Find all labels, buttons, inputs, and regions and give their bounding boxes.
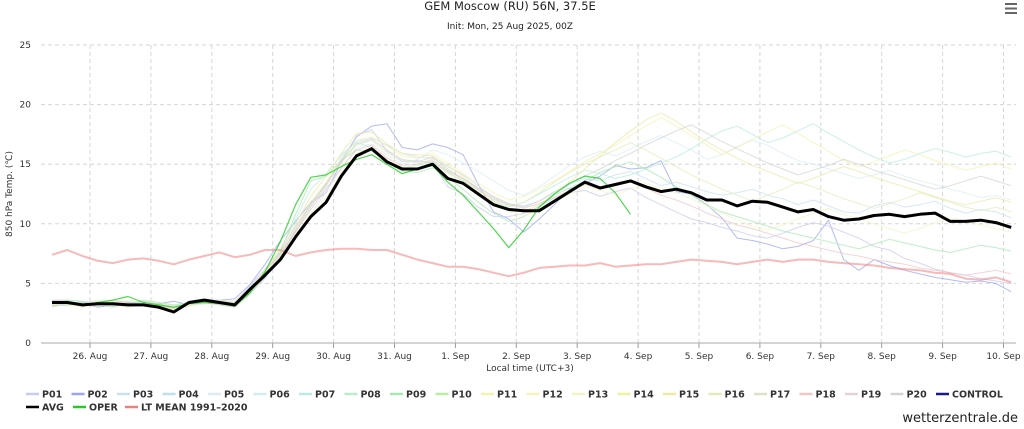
x-tick-label: 2. Sep — [502, 352, 531, 362]
legend-item[interactable]: P02 — [71, 390, 108, 401]
legend-item[interactable]: P01 — [26, 390, 62, 401]
x-tick-label: 1. Sep — [441, 352, 470, 362]
legend-label: P03 — [133, 390, 153, 401]
legend-item[interactable]: P11 — [481, 390, 517, 401]
legend-label: P15 — [679, 390, 699, 401]
legend-label: P06 — [270, 390, 291, 401]
legend-label: AVG — [42, 403, 64, 414]
legend-label: CONTROL — [952, 390, 1003, 401]
legend-item[interactable]: P04 — [162, 390, 200, 401]
x-tick-label: 26. Aug — [73, 352, 108, 362]
legend-label: P16 — [725, 390, 746, 401]
legend-item[interactable]: P19 — [845, 390, 881, 401]
legend-item[interactable]: P12 — [526, 390, 563, 401]
legend-item[interactable]: CONTROL — [936, 390, 1003, 401]
legend-item[interactable]: P09 — [390, 390, 426, 401]
x-tick-label: 27. Aug — [134, 352, 169, 362]
legend-label: P01 — [42, 390, 62, 401]
legend-label: P02 — [88, 390, 108, 401]
chart-title: GEM Moscow (RU) 56N, 37.5E — [424, 0, 596, 13]
legend-label: P05 — [224, 390, 244, 401]
legend-label: LT MEAN 1991–2020 — [141, 403, 248, 414]
legend-label: P19 — [861, 390, 881, 401]
legend-item[interactable]: LT MEAN 1991–2020 — [125, 403, 248, 414]
y-tick-label: 15 — [20, 160, 31, 170]
series-line-oper — [51, 154, 631, 308]
grid-lines — [41, 44, 1016, 343]
series-line-p18 — [51, 144, 1012, 309]
x-tick-label: 4. Sep — [624, 352, 653, 362]
y-tick-label: 20 — [20, 101, 32, 111]
series-line-p02 — [51, 123, 1012, 308]
legend-item[interactable]: OPER — [73, 403, 119, 414]
series-line-p03 — [51, 137, 1012, 308]
x-tick-label: 3. Sep — [563, 352, 592, 362]
credit-text: wetterzentrale.de — [902, 411, 1018, 426]
x-tick-label: 6. Sep — [746, 352, 775, 362]
legend-item[interactable]: P15 — [663, 390, 699, 401]
legend-item[interactable]: P08 — [344, 390, 382, 401]
x-tick-label: 10. Sep — [986, 352, 1020, 362]
x-tick-label: 7. Sep — [807, 352, 836, 362]
series-line-lt-mean-1991-2020 — [51, 247, 1012, 284]
legend-label: P20 — [907, 390, 928, 401]
legend-label: P07 — [315, 390, 335, 401]
x-tick-label: 28. Aug — [194, 352, 229, 362]
legend-item[interactable]: P10 — [435, 390, 473, 401]
x-tick-label: 30. Aug — [316, 352, 351, 362]
x-tick-label: 31. Aug — [377, 352, 412, 362]
series-lines — [51, 112, 1012, 314]
y-tick-label: 0 — [25, 339, 31, 349]
legend-item[interactable]: P14 — [617, 390, 655, 401]
legend-label: P12 — [543, 390, 563, 401]
legend: P01 P02 P03 P04 P05 P06 P07 P08 P09 P10 P11 P12 P13 P… — [26, 390, 1003, 414]
legend-label: P17 — [770, 390, 790, 401]
legend-label: P11 — [497, 390, 517, 401]
x-axis-ticks: 26. Aug 27. Aug 28. Aug 29. Aug 30. Aug 31. A… — [73, 343, 1021, 362]
legend-item[interactable]: P18 — [799, 390, 837, 401]
chart-subtitle: Init: Mon, 25 Aug 2025, 00Z — [447, 22, 573, 32]
legend-label: P14 — [634, 390, 655, 401]
legend-label: OPER — [89, 403, 119, 414]
legend-item[interactable]: P07 — [299, 390, 335, 401]
legend-label: P08 — [361, 390, 382, 401]
legend-item[interactable]: P16 — [708, 390, 746, 401]
legend-item[interactable]: P20 — [890, 390, 928, 401]
y-tick-label: 5 — [25, 279, 31, 289]
x-tick-label: 8. Sep — [867, 352, 896, 362]
legend-item[interactable]: P05 — [208, 390, 244, 401]
series-line-avg — [52, 147, 1012, 314]
y-tick-label: 25 — [20, 41, 31, 51]
legend-label: P18 — [816, 390, 837, 401]
x-tick-label: 29. Aug — [255, 352, 290, 362]
y-axis-ticks: 0 5 10 15 20 25 — [20, 41, 32, 349]
legend-label: P10 — [452, 390, 473, 401]
series-line-p13 — [51, 145, 1012, 312]
legend-label: P13 — [588, 390, 608, 401]
y-axis-label: 850 hPa Temp. (℃) — [5, 151, 15, 237]
legend-item[interactable]: P13 — [572, 390, 608, 401]
legend-label: P09 — [406, 390, 426, 401]
y-tick-label: 10 — [20, 220, 32, 230]
legend-item[interactable]: P17 — [754, 390, 790, 401]
legend-label: P04 — [179, 390, 200, 401]
legend-item[interactable]: AVG — [26, 403, 64, 414]
legend-item[interactable]: P03 — [117, 390, 153, 401]
legend-item[interactable]: P06 — [253, 390, 291, 401]
x-tick-label: 9. Sep — [928, 352, 957, 362]
hamburger-menu-icon[interactable] — [1002, 0, 1022, 18]
x-axis-label: Local time (UTC+3) — [486, 364, 574, 374]
x-tick-label: 5. Sep — [685, 352, 714, 362]
